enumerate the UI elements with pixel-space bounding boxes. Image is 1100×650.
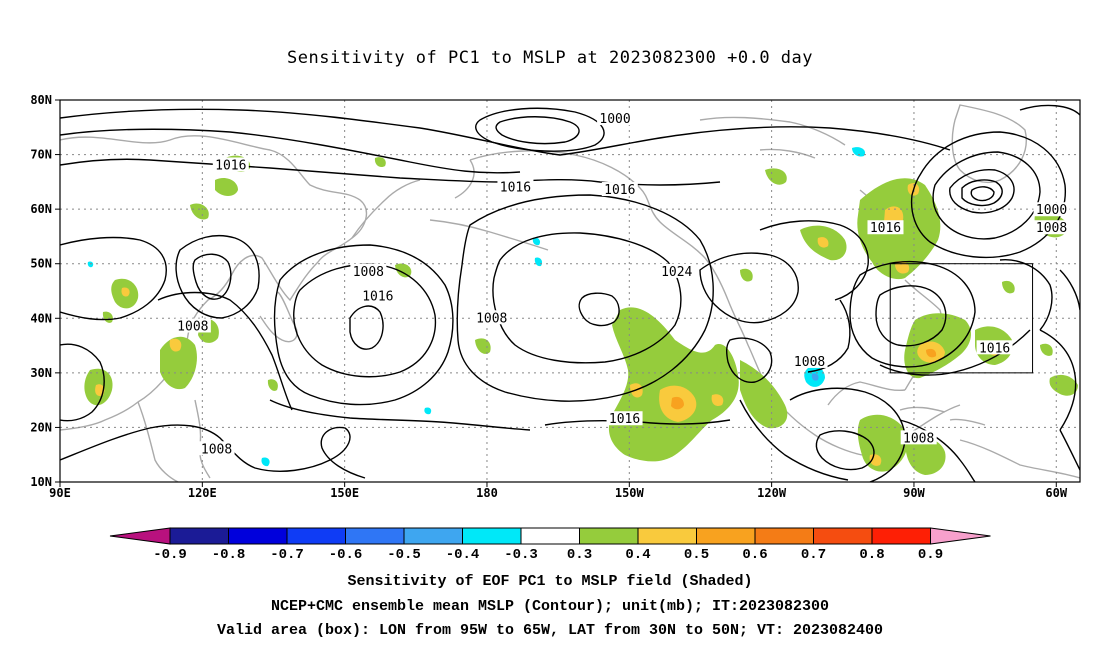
colorbar-label: 0.6 xyxy=(742,547,767,563)
contour-label-bg xyxy=(1033,220,1070,235)
contour-label: 1016 xyxy=(215,158,246,173)
lon-tick-label: 90E xyxy=(49,486,71,500)
colorbar-label: -0.6 xyxy=(329,547,363,563)
colorbar-high-arrow xyxy=(930,527,991,545)
contour-label: 1024 xyxy=(661,265,692,280)
contour-label-bg xyxy=(658,263,695,278)
contour-label: 1016 xyxy=(362,289,393,304)
lon-tick-label: 150W xyxy=(615,486,645,500)
colorbar-label: 0.5 xyxy=(684,547,709,563)
colorbar-swatch xyxy=(871,527,931,545)
colorbar-label: -0.8 xyxy=(212,547,246,563)
footer-line-3: Valid area (box): LON from 95W to 65W, L… xyxy=(216,622,884,639)
contour-label: 1016 xyxy=(870,221,901,236)
contour-label-bg xyxy=(359,288,396,303)
lat-tick-label: 60N xyxy=(30,202,52,216)
contour-label: 1000 xyxy=(1036,203,1067,218)
mslp-contours xyxy=(60,104,1080,482)
lat-tick-label: 40N xyxy=(30,311,52,325)
colorbar: -0.9 -0.8 -0.7 -0.6 -0.5 -0.4 -0.3 0.3 0.4 0.5 0.6… xyxy=(109,527,991,563)
footer-line-2: NCEP+CMC ensemble mean MSLP (Contour); u… xyxy=(270,598,830,615)
colorbar-swatch xyxy=(169,527,229,545)
coastlines xyxy=(60,104,1080,482)
colorbar-label: -0.7 xyxy=(270,547,304,563)
colorbar-swatch xyxy=(286,527,346,545)
contour-label: 1016 xyxy=(609,412,640,427)
lon-tick-label: 150E xyxy=(330,486,359,500)
contour-label: 1000 xyxy=(599,112,630,127)
colorbar-swatch xyxy=(462,527,522,545)
valid-area-box xyxy=(889,263,1034,374)
colorbar-swatch xyxy=(520,527,580,545)
contour-label-bg xyxy=(601,182,638,197)
contour-label-bg xyxy=(976,340,1013,355)
lon-tick-label: 90W xyxy=(903,486,925,500)
contour-label: 1008 xyxy=(353,265,384,280)
colorbar-label: 0.7 xyxy=(801,547,826,563)
contour-label: 1016 xyxy=(604,183,635,198)
map-title: Sensitivity of PC1 to MSLP at 2023082300… xyxy=(286,48,813,68)
contour-label-bg xyxy=(597,111,634,126)
colorbar-label: 0.3 xyxy=(567,547,592,563)
contour-label: 1016 xyxy=(500,180,531,195)
colorbar-label: -0.5 xyxy=(387,547,421,563)
sensitivity-shading xyxy=(84,147,1078,475)
contour-label-bg xyxy=(350,263,387,278)
contour-label-bg xyxy=(867,220,904,235)
contour-label-bg xyxy=(791,353,828,368)
contour-label-bg xyxy=(606,411,643,426)
lat-tick-label: 10N xyxy=(30,475,52,489)
contour-label: 1016 xyxy=(979,341,1010,356)
colorbar-swatch xyxy=(228,527,288,545)
contour-label-bg xyxy=(473,310,510,325)
colorbar-swatch xyxy=(403,527,463,545)
lon-tick-label: 120W xyxy=(757,486,787,500)
lon-tick-label: 60W xyxy=(1045,486,1067,500)
lat-tick-label: 70N xyxy=(30,148,52,162)
contour-label: 1008 xyxy=(903,431,934,446)
colorbar-swatch xyxy=(345,527,405,545)
contour-label-bg xyxy=(1033,202,1070,217)
colorbar-label: 0.4 xyxy=(625,547,650,563)
axis-ticks xyxy=(55,99,1057,487)
colorbar-label: -0.9 xyxy=(153,547,187,563)
contour-label-bg xyxy=(497,179,534,194)
contour-label-bg xyxy=(174,318,211,333)
contour-labels: 1000 1016 1016 1016 1000 1008 1016 1008 1016 1024… xyxy=(174,111,1070,457)
plot-frame xyxy=(59,99,1081,483)
colorbar-swatch xyxy=(637,527,697,545)
contour-label-bg xyxy=(198,441,235,456)
colorbar-label: -0.4 xyxy=(446,547,480,563)
lon-tick-label: 180 xyxy=(476,486,498,500)
colorbar-label: 0.9 xyxy=(918,547,943,563)
contour-label-bg xyxy=(900,430,937,445)
colorbar-swatch xyxy=(579,527,639,545)
lat-tick-label: 20N xyxy=(30,420,52,434)
contour-label: 1008 xyxy=(794,355,825,370)
grid-lines xyxy=(60,100,1080,482)
contour-label: 1008 xyxy=(476,311,507,326)
colorbar-label: -0.3 xyxy=(504,547,538,563)
contour-label: 1008 xyxy=(177,319,208,334)
footer-line-1: Sensitivity of EOF PC1 to MSLP field (Sh… xyxy=(347,573,753,590)
lat-tick-label: 80N xyxy=(30,93,52,107)
colorbar-swatch xyxy=(813,527,873,545)
lat-tick-label: 50N xyxy=(30,257,52,271)
lon-tick-label: 120E xyxy=(188,486,217,500)
colorbar-swatch xyxy=(696,527,756,545)
contour-label: 1008 xyxy=(1036,221,1067,236)
lat-tick-label: 30N xyxy=(30,366,52,380)
contour-label-bg xyxy=(212,157,249,172)
colorbar-swatch xyxy=(754,527,814,545)
colorbar-label: 0.8 xyxy=(859,547,884,563)
contour-label: 1008 xyxy=(201,442,232,457)
colorbar-low-arrow xyxy=(109,527,171,545)
